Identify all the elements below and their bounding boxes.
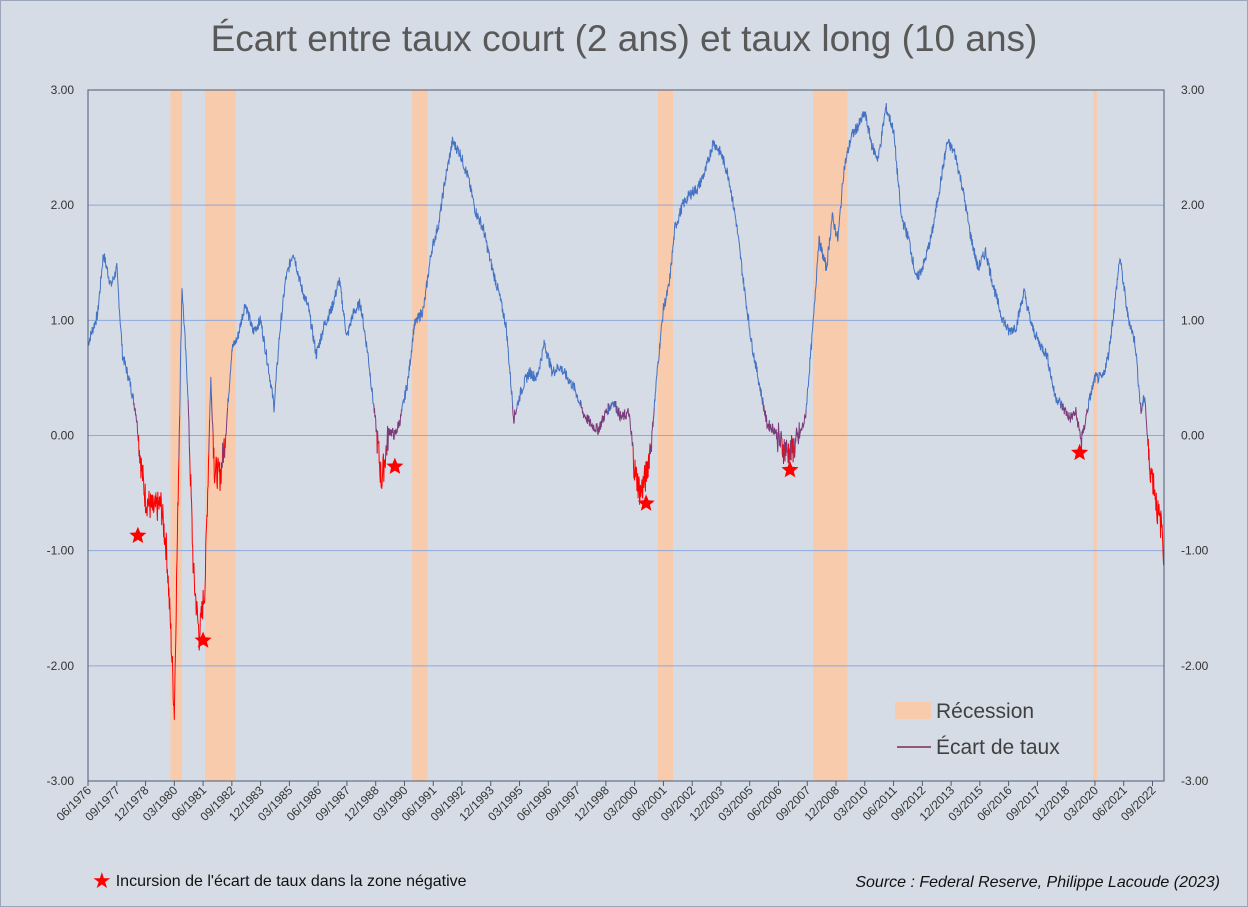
series-segment — [378, 441, 387, 489]
series-segment — [208, 419, 211, 454]
series-segment — [221, 442, 224, 467]
series-segment — [512, 405, 518, 424]
y-tick-label-left: -1.00 — [47, 544, 75, 558]
series-segment — [616, 406, 634, 448]
incursion-star-icon — [194, 631, 212, 648]
legend: Récession Écart de taux — [895, 700, 1060, 759]
series-segment — [209, 376, 212, 420]
legend-recession-swatch — [895, 702, 931, 719]
series-segment — [649, 408, 655, 455]
incursion-star-icon — [637, 494, 655, 511]
gridlines — [88, 204, 1164, 667]
series-segment — [87, 253, 135, 406]
series-segment — [1141, 395, 1146, 408]
star-icon: ★ — [92, 868, 112, 893]
y-tick-label-right: -2.00 — [1181, 659, 1209, 673]
series-segment — [224, 407, 229, 458]
series-segment — [789, 440, 792, 460]
y-tick-label-right: 3.00 — [1181, 83, 1205, 97]
series-segment — [211, 396, 214, 434]
series-segment — [632, 447, 650, 505]
incursion-star-icon — [1071, 443, 1089, 461]
series-segment — [1148, 448, 1165, 566]
incursion-star-icon — [129, 526, 147, 543]
series-segment — [783, 439, 786, 459]
series-segment — [763, 405, 783, 453]
series-segment — [133, 402, 140, 442]
series-segment — [385, 445, 387, 454]
series-segment — [610, 400, 614, 410]
series-segment — [227, 303, 275, 408]
series-segment — [213, 447, 223, 491]
y-tick-label-right: 0.00 — [1181, 429, 1205, 443]
y-tick-label-left: 2.00 — [51, 198, 75, 212]
y-tick-label-right: -1.00 — [1181, 544, 1209, 558]
series-segment — [1140, 402, 1143, 414]
series-segment — [178, 415, 181, 461]
plot-area-border — [87, 89, 1165, 782]
series-segment — [580, 401, 609, 436]
series-segment — [1060, 400, 1063, 409]
series-segment — [179, 288, 189, 416]
y-tick-label-right: -3.00 — [1181, 774, 1209, 788]
y-tick-label-left: -2.00 — [47, 659, 75, 673]
y-tick-label-left: 1.00 — [51, 313, 75, 327]
series-segment — [273, 253, 375, 413]
incursion-star-icon — [386, 457, 404, 474]
series-segment — [401, 136, 514, 412]
y-tick-label-right: 1.00 — [1181, 313, 1205, 327]
series-segment — [187, 399, 190, 446]
series-segment — [1087, 257, 1142, 410]
series-segment — [653, 139, 764, 409]
series-segment — [1062, 403, 1089, 451]
y-tick-label-left: -3.00 — [47, 774, 75, 788]
series-segment — [516, 339, 582, 410]
incursion-markers — [129, 443, 1089, 648]
series-segment — [1144, 402, 1149, 447]
spread-series — [87, 102, 1165, 720]
series-segment — [373, 404, 378, 434]
legend-recession-label: Récession — [936, 700, 1034, 723]
footnote-text: Incursion de l'écart de taux dans la zon… — [115, 873, 467, 890]
footnote: ★ Incursion de l'écart de taux dans la zo… — [92, 868, 467, 894]
y-tick-label-right: 2.00 — [1181, 198, 1205, 212]
chart-title: Écart entre taux court (2 ans) et taux l… — [210, 18, 1038, 59]
legend-series-label: Écart de taux — [936, 736, 1060, 759]
series-segment — [782, 444, 785, 465]
y-tick-label-left: 0.00 — [51, 429, 75, 443]
y-tick-label-left: 3.00 — [51, 83, 75, 97]
series-segment — [792, 438, 795, 457]
source-credit: Source : Federal Reserve, Philippe Lacou… — [855, 874, 1220, 891]
series-segment — [608, 404, 611, 411]
series-segment — [790, 434, 793, 461]
incursion-star-icon — [781, 461, 799, 478]
series-segment — [792, 438, 794, 463]
series-segment — [386, 408, 403, 456]
series-segment — [794, 409, 807, 458]
series-segment — [1061, 403, 1064, 411]
series-segment — [138, 450, 180, 720]
series-segment — [805, 102, 1061, 410]
